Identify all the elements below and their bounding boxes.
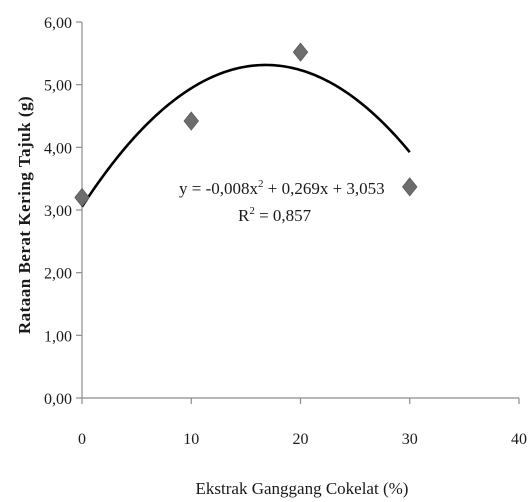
x-ticks: 0 10 20 30 40 (78, 398, 527, 448)
x-tick-label: 20 (293, 431, 309, 448)
y-axis-title: Rataan Berat Kering Tajuk (g) (15, 96, 34, 334)
data-points (74, 42, 418, 208)
y-ticks: 0,00 1,00 2,00 3,00 4,00 5,00 6,00 (44, 15, 82, 408)
y-tick-label: 2,00 (44, 266, 72, 283)
trendline (80, 63, 411, 208)
data-point-0 (74, 187, 90, 208)
x-tick-label: 0 (78, 431, 86, 448)
data-point-2 (292, 42, 309, 62)
r-squared-label: R2 = 0,857 (238, 205, 312, 225)
trendline-equation: y = -0,008x2 + 0,269x + 3,053 (179, 178, 385, 198)
y-tick-label: 4,00 (44, 140, 72, 157)
y-tick-label: 6,00 (44, 15, 72, 32)
x-tick-label: 40 (511, 431, 527, 448)
y-tick-label: 3,00 (44, 203, 72, 220)
y-tick-label: 5,00 (44, 78, 72, 95)
data-point-1 (183, 111, 199, 131)
x-axis-title: Ekstrak Ganggang Cokelat (%) (196, 479, 409, 498)
y-tick-label: 0,00 (44, 391, 72, 408)
y-tick-label: 1,00 (44, 328, 72, 345)
x-tick-label: 30 (402, 431, 418, 448)
data-point-3 (402, 177, 418, 197)
x-tick-label: 10 (183, 431, 199, 448)
